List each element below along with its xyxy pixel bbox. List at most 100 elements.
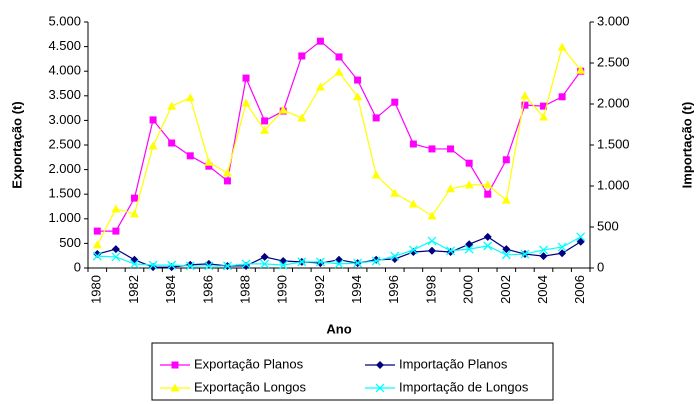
y2-tick-label: 3.000 xyxy=(597,13,630,28)
data-point xyxy=(502,156,510,164)
data-point xyxy=(205,162,213,170)
data-point xyxy=(483,241,493,251)
data-point xyxy=(241,259,251,269)
data-point xyxy=(446,184,456,193)
data-point xyxy=(167,101,177,110)
data-point xyxy=(185,93,195,102)
data-point xyxy=(371,170,381,179)
data-point xyxy=(335,255,343,264)
data-point xyxy=(576,232,586,242)
data-point xyxy=(241,98,251,107)
y-tick-label: 5.000 xyxy=(48,13,81,28)
x-tick-label: 1998 xyxy=(423,275,438,304)
y-tick-label: 1.500 xyxy=(48,186,81,201)
legend-box xyxy=(151,342,554,401)
data-point xyxy=(260,125,270,134)
y-tick-label: 4.500 xyxy=(48,38,81,53)
data-point xyxy=(168,139,176,147)
data-point xyxy=(427,246,436,255)
data-point xyxy=(353,92,363,101)
data-point xyxy=(464,180,474,189)
data-point xyxy=(501,250,511,260)
data-point xyxy=(409,140,417,148)
data-point xyxy=(92,251,102,261)
x-tick-label: 1984 xyxy=(163,275,178,304)
data-point xyxy=(408,199,418,208)
data-point xyxy=(428,145,436,153)
data-point xyxy=(484,190,492,198)
data-point xyxy=(315,82,325,91)
data-point xyxy=(278,260,288,270)
data-point xyxy=(204,261,214,271)
data-point xyxy=(204,157,214,166)
data-point xyxy=(185,261,195,271)
data-point xyxy=(297,257,307,267)
data-point xyxy=(260,252,269,261)
data-point xyxy=(111,245,120,254)
data-point xyxy=(557,42,567,51)
data-point xyxy=(465,159,473,167)
data-point xyxy=(148,141,158,150)
data-point xyxy=(427,211,437,220)
y2-tick-label: 0 xyxy=(597,259,604,274)
data-point xyxy=(149,116,157,124)
data-point xyxy=(501,195,511,204)
data-point xyxy=(260,259,270,269)
y2-tick-label: 500 xyxy=(597,218,619,233)
x-tick-label: 1990 xyxy=(275,275,290,304)
data-point xyxy=(558,249,567,258)
data-point xyxy=(186,152,194,160)
data-point xyxy=(93,227,101,235)
x-tick-label: 2004 xyxy=(535,275,550,304)
legend-label: Importação Planos xyxy=(399,356,508,371)
data-point xyxy=(186,260,195,269)
data-point xyxy=(334,259,344,269)
x-tick-label: 1986 xyxy=(200,275,215,304)
y-tick-label: 0 xyxy=(74,259,81,274)
data-point xyxy=(223,177,231,185)
data-point xyxy=(167,260,177,270)
data-point xyxy=(130,259,139,269)
data-point xyxy=(297,113,307,122)
legend-label: Exportação Planos xyxy=(194,356,304,371)
x-tick-label: 1996 xyxy=(386,275,401,304)
data-point xyxy=(576,65,586,74)
legend-marker xyxy=(171,361,179,369)
data-point xyxy=(112,227,120,235)
y-tick-label: 2.000 xyxy=(48,161,81,176)
data-point xyxy=(558,93,566,101)
legend-marker xyxy=(376,361,384,369)
data-point xyxy=(353,258,363,268)
legend-marker xyxy=(375,383,385,393)
data-point xyxy=(316,37,324,45)
x-tick-label: 1980 xyxy=(89,275,104,304)
y2-tick-label: 1.000 xyxy=(597,177,630,192)
x-tick-label: 2006 xyxy=(572,275,587,304)
data-point xyxy=(483,180,493,189)
data-point xyxy=(371,256,381,266)
data-point xyxy=(502,245,511,254)
data-point xyxy=(111,204,121,213)
y-tick-label: 1.000 xyxy=(48,210,81,225)
y-tick-label: 500 xyxy=(59,235,81,250)
data-point xyxy=(521,101,529,109)
y-tick-label: 3.500 xyxy=(48,87,81,102)
data-point xyxy=(539,252,548,261)
x-tick-label: 2002 xyxy=(498,275,513,304)
y-tick-label: 2.500 xyxy=(48,136,81,151)
data-point xyxy=(391,98,399,106)
y-tick-label: 4.000 xyxy=(48,63,81,78)
data-point xyxy=(539,112,549,121)
data-point xyxy=(222,168,232,177)
data-point xyxy=(278,105,288,114)
data-point xyxy=(520,249,530,259)
data-point xyxy=(335,53,343,61)
x-tick-label: 1992 xyxy=(312,275,327,304)
data-point xyxy=(130,194,138,202)
data-point xyxy=(372,114,380,122)
data-point xyxy=(390,188,400,197)
data-point xyxy=(540,102,548,110)
x-axis-title: Ano xyxy=(326,321,351,336)
data-point xyxy=(576,237,585,246)
data-point xyxy=(408,245,418,255)
